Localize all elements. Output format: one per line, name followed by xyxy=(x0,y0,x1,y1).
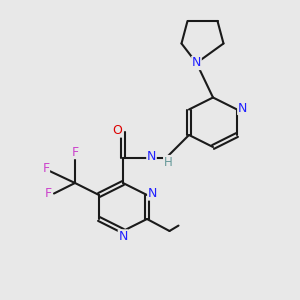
Text: O: O xyxy=(113,124,122,137)
Text: N: N xyxy=(238,101,247,115)
Text: F: F xyxy=(42,161,50,175)
Text: N: N xyxy=(148,187,157,200)
Text: N: N xyxy=(147,149,156,163)
Text: H: H xyxy=(164,155,172,169)
Text: N: N xyxy=(118,230,128,243)
Text: N: N xyxy=(192,56,201,70)
Text: F: F xyxy=(71,146,79,159)
Text: F: F xyxy=(45,187,52,200)
